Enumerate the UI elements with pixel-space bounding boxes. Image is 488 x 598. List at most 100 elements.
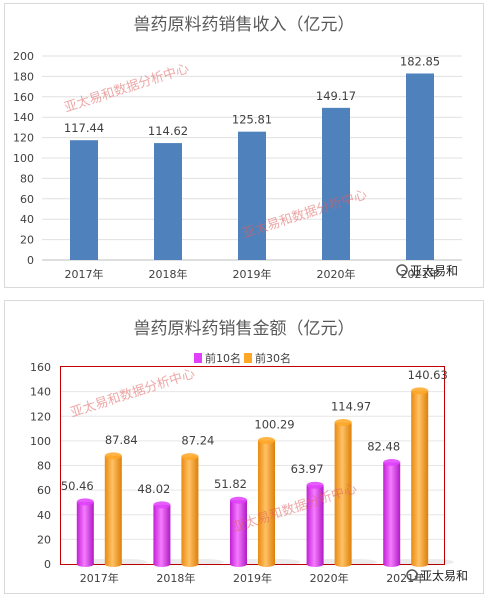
bar-cap (153, 501, 171, 509)
bar (153, 504, 171, 564)
legend-swatch (244, 353, 252, 363)
bar-cap (334, 418, 352, 426)
data-label: 140.63 (408, 368, 448, 382)
bar-cap (383, 458, 401, 466)
data-label: 48.02 (137, 482, 170, 496)
data-label: 114.97 (331, 399, 371, 413)
legend-swatch (194, 353, 202, 363)
x-tick-label: 2020年 (310, 571, 349, 585)
chart1-xticks: 2017年 2018年 2019年 2020年 2021年 (65, 267, 440, 281)
data-label: 63.97 (291, 462, 324, 476)
y-tick-label: 140 (30, 386, 51, 399)
bar (306, 485, 324, 564)
x-tick-label: 2021年 (386, 571, 425, 585)
data-label: 50.46 (61, 479, 94, 493)
y-tick-label: 60 (20, 193, 34, 206)
chart2-grid (61, 391, 444, 540)
bar-base (181, 561, 199, 567)
y-tick-label: 40 (37, 509, 51, 522)
y-tick-label: 20 (20, 234, 34, 247)
y-tick-label: 200 (13, 50, 34, 63)
x-tick-label: 2017年 (65, 267, 104, 281)
y-tick-label: 100 (30, 435, 51, 448)
bar (181, 456, 199, 564)
bar-base (153, 561, 171, 567)
logo-text: 亚太易和 (410, 263, 458, 278)
data-label: 87.84 (105, 433, 138, 447)
logo-icon (406, 569, 418, 581)
x-tick-label: 2017年 (80, 571, 119, 585)
bar-base (104, 561, 122, 567)
y-tick-label: 140 (13, 111, 34, 124)
y-tick-label: 20 (37, 533, 51, 546)
chart1-bars: 117.44 114.62 125.81 149.17 182.85 (64, 54, 440, 260)
y-tick-label: 0 (44, 558, 51, 571)
bar-base (76, 561, 94, 567)
data-label: 117.44 (64, 121, 104, 135)
bar-base (411, 561, 429, 567)
bar (334, 422, 352, 564)
bar-base (334, 561, 352, 567)
bar-cap (76, 498, 94, 506)
chart2-xticks: 2017年 2018年 2019年 2020年 2021年 (80, 571, 425, 585)
bar-cap (230, 496, 247, 504)
y-tick-label: 40 (20, 213, 34, 226)
data-label: 100.29 (254, 418, 294, 432)
x-tick-label: 2019年 (233, 571, 272, 585)
legend-label: 前30名 (255, 351, 291, 365)
logo-1: 亚太易和 (396, 263, 458, 278)
chart1-grid (42, 55, 462, 261)
bar (411, 390, 429, 564)
bar (406, 73, 434, 260)
data-label: 87.24 (181, 434, 214, 448)
y-tick-label: 60 (37, 484, 51, 497)
chart1-title: 兽药原料药销售收入（亿元） (134, 15, 355, 35)
bar-cap (306, 481, 324, 489)
y-tick-label: 160 (13, 91, 34, 104)
data-label: 114.62 (148, 124, 188, 138)
bar (383, 462, 401, 564)
x-tick-label: 2021年 (401, 267, 440, 281)
data-label: 182.85 (400, 54, 440, 68)
y-tick-label: 120 (30, 410, 51, 423)
y-tick-label: 0 (27, 254, 34, 267)
chart2-bars: 50.46 87.84 48.02 87.24 51.82 100.29 63.97 114.… (61, 368, 454, 567)
x-tick-label: 2019年 (233, 267, 272, 281)
y-tick-label: 80 (20, 172, 34, 185)
bar-cap (181, 453, 199, 461)
bar (76, 501, 94, 564)
bar (154, 143, 182, 260)
data-label: 149.17 (316, 89, 356, 103)
bar-cap (258, 437, 275, 445)
bar (70, 140, 98, 260)
y-tick-label: 180 (13, 70, 34, 83)
y-tick-label: 80 (37, 460, 51, 473)
chart2-yticks: 0 20 40 60 80 100 120 140 160 (30, 361, 51, 571)
x-tick-label: 2020年 (317, 267, 356, 281)
logo-2: 亚太易和 (406, 568, 468, 583)
data-label: 82.48 (367, 439, 400, 453)
x-tick-label: 2018年 (149, 267, 188, 281)
bar-base (383, 561, 401, 567)
bar (238, 131, 266, 260)
data-label: 125.81 (232, 113, 272, 127)
data-label: 51.82 (214, 477, 247, 491)
chart2-legend: 前10名 前30名 (194, 351, 291, 365)
x-tick-label: 2018年 (156, 571, 195, 585)
bar-cap (104, 452, 122, 460)
y-tick-label: 120 (13, 132, 34, 145)
bar-base (306, 561, 324, 567)
bar (230, 500, 247, 564)
chart2-plot-frame (60, 366, 445, 565)
logo-text: 亚太易和 (420, 568, 468, 583)
bar-base (230, 561, 247, 567)
chart2-title: 兽药原料药销售金额（亿元） (134, 319, 355, 339)
y-tick-label: 100 (13, 152, 34, 165)
logo-icon (396, 264, 408, 276)
y-tick-label: 160 (30, 361, 51, 374)
bar (258, 440, 275, 564)
bar-base (258, 561, 275, 567)
bar-cap (411, 387, 429, 395)
chart1-yticks: 0 20 40 60 80 100 120 140 160 180 200 (13, 50, 34, 267)
